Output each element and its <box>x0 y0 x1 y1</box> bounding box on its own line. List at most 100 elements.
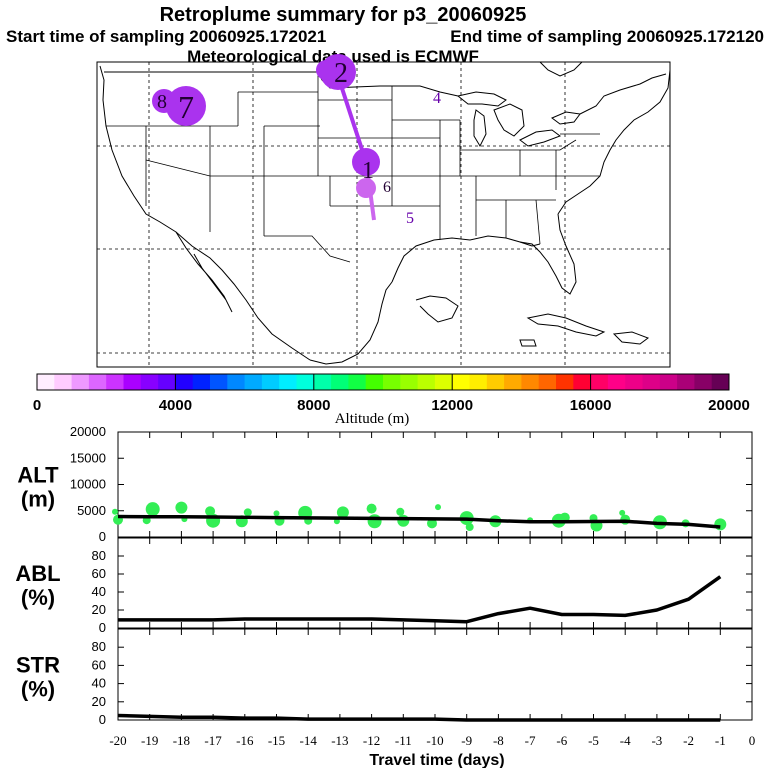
y-axis-label-name: ALT <box>17 463 59 488</box>
colorbar-cell <box>366 374 384 390</box>
colorbar-cell <box>643 374 661 390</box>
colorbar-cell <box>210 374 228 390</box>
colorbar-cell <box>608 374 626 390</box>
x-tick-label: -12 <box>363 733 380 748</box>
plume-label-4: 4 <box>433 90 441 107</box>
y-tick-label: 20 <box>92 694 106 709</box>
colorbar-cell <box>54 374 72 390</box>
y-tick-label: 80 <box>92 548 106 563</box>
y-tick-label: 60 <box>92 566 106 581</box>
y-axis-label-unit: (m) <box>21 487 55 512</box>
plume-label-2: 2 <box>334 58 348 89</box>
plume-label-5: 5 <box>406 210 414 227</box>
plume-label-7: 7 <box>178 89 194 125</box>
colorbar-cell <box>677 374 695 390</box>
panel-str: 0 20 40 60 80 STR(%) <box>16 629 752 727</box>
x-tick-label: -19 <box>141 733 158 748</box>
alt-point <box>397 515 409 527</box>
colorbar-tick-label: 8000 <box>297 397 330 414</box>
alt-point <box>274 510 280 516</box>
x-tick-label: -13 <box>331 733 348 748</box>
figure-title: Retroplume summary for p3_20060925 <box>160 4 527 26</box>
x-tick-label: -16 <box>236 733 254 748</box>
x-tick-label: -6 <box>556 733 567 748</box>
map-panel: 2 7 8 4 1 6 5 <box>97 54 670 367</box>
x-tick-label: -11 <box>395 733 412 748</box>
x-tick-label: -14 <box>300 733 318 748</box>
x-tick-label: -9 <box>461 733 472 748</box>
alt-point <box>367 504 377 514</box>
colorbar-cell <box>314 374 332 390</box>
colorbar-cell <box>383 374 401 390</box>
alt-point <box>396 508 404 516</box>
panel-alt: 0 5000 10000 15000 20000 ALT(m) <box>17 424 752 544</box>
colorbar-cell <box>331 374 349 390</box>
x-tick-label: -4 <box>620 733 631 748</box>
y-tick-label: 15000 <box>70 450 106 465</box>
y-tick-label: 10000 <box>70 477 106 492</box>
end-time-label: End time of sampling 20060925.172120 <box>450 27 764 46</box>
y-tick-label: 40 <box>92 676 106 691</box>
colorbar-cell <box>539 374 557 390</box>
x-tick-label: -20 <box>109 733 126 748</box>
colorbar-cell <box>124 374 142 390</box>
start-time-label: Start time of sampling 20060925.172021 <box>6 27 326 46</box>
y-tick-label: 0 <box>99 712 106 727</box>
panel-frame <box>118 538 752 628</box>
y-tick-label: 60 <box>92 657 106 672</box>
alt-point <box>466 523 474 531</box>
plume-cluster-2b <box>316 60 336 80</box>
plume-label-1: 1 <box>362 158 374 184</box>
colorbar-tick-label: 12000 <box>431 397 473 414</box>
y-tick-label: 20 <box>92 602 106 617</box>
colorbar-cell <box>504 374 522 390</box>
x-tick-label: -8 <box>493 733 504 748</box>
colorbar-tick-label: 4000 <box>159 397 192 414</box>
colorbar-tick-label: 16000 <box>570 397 612 414</box>
y-axis-label-unit: (%) <box>21 585 55 610</box>
y-tick-label: 20000 <box>70 424 106 439</box>
colorbar-cell <box>227 374 245 390</box>
colorbar-cell <box>556 374 574 390</box>
colorbar-cell <box>106 374 124 390</box>
colorbar-cell <box>521 374 539 390</box>
colorbar-cell <box>348 374 366 390</box>
colorbar-cell <box>660 374 678 390</box>
colorbar-cell <box>37 374 55 390</box>
colorbar-cell <box>470 374 488 390</box>
alt-point <box>244 508 252 516</box>
colorbar-cell <box>158 374 176 390</box>
x-tick-label: -3 <box>651 733 662 748</box>
y-tick-label: 40 <box>92 584 106 599</box>
colorbar-cell <box>89 374 107 390</box>
colorbar-cell <box>418 374 436 390</box>
colorbar-cell <box>262 374 280 390</box>
plume-label-8: 8 <box>157 91 167 113</box>
colorbar-cell <box>452 374 470 390</box>
y-axis-label-name: ABL <box>15 561 60 586</box>
colorbar-cell <box>141 374 159 390</box>
colorbar-cell <box>193 374 211 390</box>
x-tick-label: -17 <box>204 733 222 748</box>
colorbar-tick-label: 20000 <box>708 397 750 414</box>
x-tick-label: -15 <box>268 733 285 748</box>
x-tick-label: -10 <box>426 733 443 748</box>
x-axis-label: Travel time (days) <box>369 752 504 768</box>
colorbar-cell <box>435 374 453 390</box>
colorbar-label: Altitude (m) <box>335 411 410 427</box>
colorbar-cell <box>297 374 315 390</box>
colorbar-cells <box>37 374 730 390</box>
colorbar-cell <box>400 374 418 390</box>
colorbar-cell <box>712 374 730 390</box>
x-tick-label: -1 <box>715 733 726 748</box>
alt-point <box>146 502 160 516</box>
colorbar-cell <box>625 374 643 390</box>
y-tick-label: 0 <box>99 529 106 544</box>
colorbar-tick-label: 0 <box>33 397 41 414</box>
panel-abl: 0 20 40 60 80 ABL(%) <box>15 538 752 635</box>
colorbar-cell <box>72 374 90 390</box>
alt-point <box>435 504 441 510</box>
x-tick-label: 0 <box>749 733 756 748</box>
alt-point <box>714 518 726 530</box>
y-tick-label: 0 <box>99 620 106 635</box>
